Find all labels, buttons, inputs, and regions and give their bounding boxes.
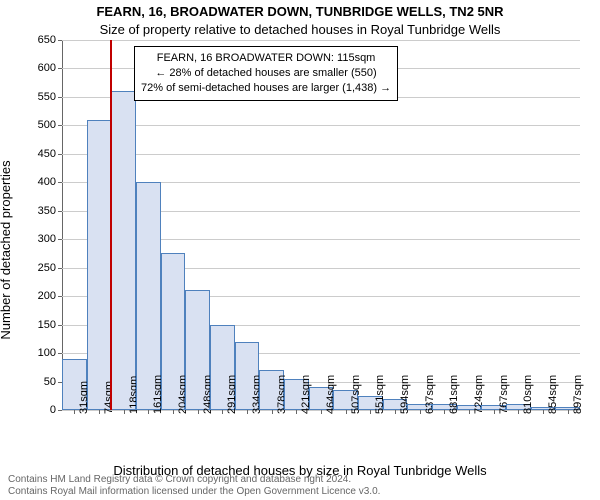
gridline-h xyxy=(62,125,580,126)
ytick-mark xyxy=(58,268,62,269)
ytick-label: 550 xyxy=(26,91,56,103)
xtick-mark xyxy=(296,410,297,414)
xtick-mark xyxy=(247,410,248,414)
xtick-mark xyxy=(395,410,396,414)
gridline-h xyxy=(62,40,580,41)
ytick-label: 0 xyxy=(26,404,56,416)
ytick-label: 400 xyxy=(26,176,56,188)
ytick-mark xyxy=(58,182,62,183)
xtick-mark xyxy=(198,410,199,414)
annotation-box: FEARN, 16 BROADWATER DOWN: 115sqm← 28% o… xyxy=(134,46,398,101)
annotation-line: ← 28% of detached houses are smaller (55… xyxy=(141,66,391,81)
xtick-mark xyxy=(494,410,495,414)
xtick-mark xyxy=(568,410,569,414)
ytick-mark xyxy=(58,296,62,297)
ytick-label: 300 xyxy=(26,233,56,245)
annotation-line: 72% of semi-detached houses are larger (… xyxy=(141,81,391,96)
chart-container: FEARN, 16, BROADWATER DOWN, TUNBRIDGE WE… xyxy=(0,0,600,500)
ytick-mark xyxy=(58,154,62,155)
xtick-mark xyxy=(148,410,149,414)
footer-line-2: Contains Royal Mail information licensed… xyxy=(8,486,380,498)
ytick-mark xyxy=(58,40,62,41)
ytick-mark xyxy=(58,211,62,212)
xtick-mark xyxy=(173,410,174,414)
plot-area: 31sqm74sqm118sqm161sqm204sqm248sqm291sqm… xyxy=(62,40,580,410)
ytick-mark xyxy=(58,97,62,98)
footer-attribution: Contains HM Land Registry data © Crown c… xyxy=(8,474,380,498)
xtick-mark xyxy=(420,410,421,414)
chart-title: FEARN, 16, BROADWATER DOWN, TUNBRIDGE WE… xyxy=(0,4,600,19)
histogram-bar xyxy=(111,91,136,410)
xtick-mark xyxy=(469,410,470,414)
ytick-mark xyxy=(58,353,62,354)
xtick-mark xyxy=(518,410,519,414)
ytick-label: 200 xyxy=(26,290,56,302)
xtick-mark xyxy=(543,410,544,414)
ytick-mark xyxy=(58,410,62,411)
xtick-mark xyxy=(74,410,75,414)
y-axis-label: Number of detached properties xyxy=(0,71,13,250)
xtick-mark xyxy=(444,410,445,414)
ytick-label: 150 xyxy=(26,319,56,331)
ytick-label: 50 xyxy=(26,376,56,388)
gridline-h xyxy=(62,154,580,155)
ytick-label: 100 xyxy=(26,347,56,359)
ytick-mark xyxy=(58,239,62,240)
ytick-label: 350 xyxy=(26,205,56,217)
ytick-mark xyxy=(58,325,62,326)
xtick-mark xyxy=(272,410,273,414)
xtick-mark xyxy=(99,410,100,414)
property-marker-line xyxy=(110,40,112,410)
footer-line-1: Contains HM Land Registry data © Crown c… xyxy=(8,474,380,486)
y-axis-line xyxy=(62,40,63,410)
xtick-label: 897sqm xyxy=(572,375,584,414)
ytick-label: 500 xyxy=(26,119,56,131)
ytick-mark xyxy=(58,125,62,126)
ytick-label: 600 xyxy=(26,62,56,74)
ytick-label: 250 xyxy=(26,262,56,274)
xtick-mark xyxy=(321,410,322,414)
xtick-mark xyxy=(346,410,347,414)
ytick-label: 650 xyxy=(26,34,56,46)
ytick-mark xyxy=(58,68,62,69)
chart-subtitle: Size of property relative to detached ho… xyxy=(0,22,600,37)
annotation-line: FEARN, 16 BROADWATER DOWN: 115sqm xyxy=(141,51,391,66)
xtick-mark xyxy=(370,410,371,414)
ytick-label: 450 xyxy=(26,148,56,160)
xtick-mark xyxy=(222,410,223,414)
histogram-bar xyxy=(87,120,112,410)
xtick-mark xyxy=(124,410,125,414)
